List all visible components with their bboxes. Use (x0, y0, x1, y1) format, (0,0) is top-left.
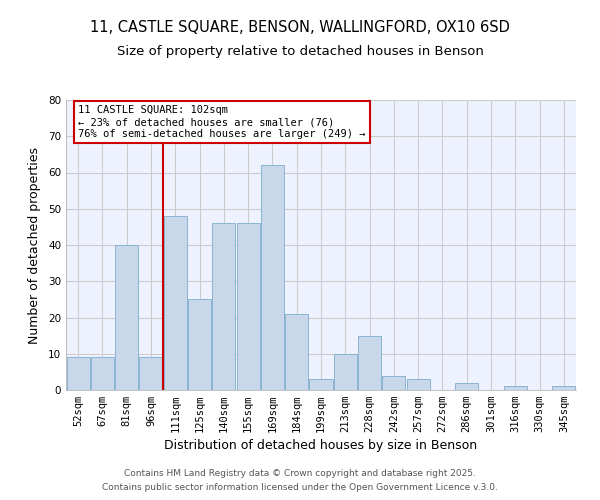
Text: Contains HM Land Registry data © Crown copyright and database right 2025.: Contains HM Land Registry data © Crown c… (124, 468, 476, 477)
Bar (139, 358, 163, 390)
Text: 11 CASTLE SQUARE: 102sqm
← 23% of detached houses are smaller (76)
76% of semi-d: 11 CASTLE SQUARE: 102sqm ← 23% of detach… (78, 106, 365, 138)
Bar (188, 300, 211, 390)
Y-axis label: Number of detached properties: Number of detached properties (28, 146, 41, 344)
Text: Contains public sector information licensed under the Open Government Licence v.: Contains public sector information licen… (102, 484, 498, 492)
Bar (358, 336, 381, 390)
Bar (407, 379, 430, 390)
Bar (334, 354, 357, 390)
Bar (455, 383, 478, 390)
Bar (261, 165, 284, 390)
Bar (115, 245, 138, 390)
Bar (382, 376, 406, 390)
Bar (553, 386, 575, 390)
Bar (310, 379, 332, 390)
Bar (91, 358, 114, 390)
Text: 11, CASTLE SQUARE, BENSON, WALLINGFORD, OX10 6SD: 11, CASTLE SQUARE, BENSON, WALLINGFORD, … (90, 20, 510, 35)
X-axis label: Distribution of detached houses by size in Benson: Distribution of detached houses by size … (164, 440, 478, 452)
Text: Size of property relative to detached houses in Benson: Size of property relative to detached ho… (116, 45, 484, 58)
Bar (212, 223, 235, 390)
Bar (236, 223, 260, 390)
Bar (164, 216, 187, 390)
Bar (67, 358, 89, 390)
Bar (285, 314, 308, 390)
Bar (504, 386, 527, 390)
